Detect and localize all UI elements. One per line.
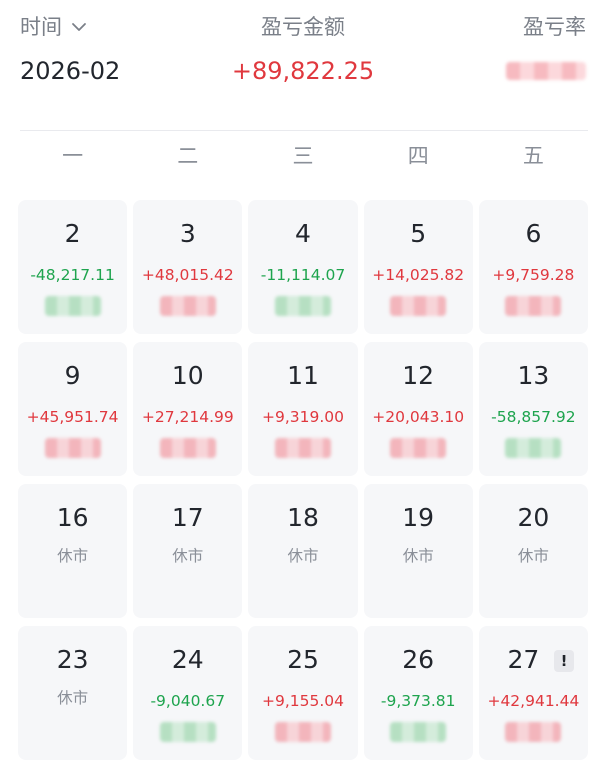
weekday-mon: 一 <box>62 144 84 168</box>
calendar-day-cell[interactable]: 24 -9,040.67 <box>133 626 243 760</box>
daily-pnl-value: +9,155.04 <box>261 692 344 710</box>
daily-rate-blurred <box>159 722 216 742</box>
warning-icon[interactable]: ! <box>553 650 574 672</box>
chevron-down-icon <box>72 23 86 31</box>
calendar-day-cell[interactable]: 2 -48,217.11 <box>18 200 128 334</box>
daily-pnl-value: -11,114.07 <box>260 266 346 284</box>
day-number: 19 <box>402 503 435 532</box>
daily-rate-blurred <box>44 438 101 458</box>
daily-pnl-value: +45,951.74 <box>26 408 119 426</box>
market-closed-label: 休市 <box>517 547 549 565</box>
day-number: 4 <box>295 219 311 248</box>
calendar-day-cell[interactable]: 23 休市 <box>18 626 128 760</box>
calendar-day-cell[interactable]: 18 休市 <box>248 484 358 618</box>
daily-pnl-value: -58,857.92 <box>491 408 576 426</box>
day-number: 3 <box>179 219 196 248</box>
day-number: 2 <box>64 219 81 248</box>
day-number: 17 <box>171 503 204 532</box>
daily-rate-blurred <box>44 296 101 316</box>
market-closed-label: 休市 <box>57 547 89 565</box>
daily-rate-blurred <box>274 296 331 316</box>
header-divider <box>20 130 588 131</box>
daily-pnl-value: +48,015.42 <box>141 266 234 284</box>
market-closed-label: 休市 <box>57 689 89 707</box>
calendar-day-cell[interactable]: 16 休市 <box>18 484 128 618</box>
daily-pnl-value: +9,319.00 <box>261 408 344 426</box>
day-number: 20 <box>517 503 550 532</box>
day-number: 6 <box>525 219 542 248</box>
calendar-day-cell[interactable]: 19 休市 <box>363 484 473 618</box>
calendar-day-cell[interactable]: 6 +9,759.28 <box>478 200 588 334</box>
day-number: 25 <box>287 645 319 674</box>
calendar-day-cell[interactable]: 13 -58,857.92 <box>478 342 588 476</box>
day-number: 10 <box>171 361 204 390</box>
calendar-day-cell[interactable]: 11 +9,319.00 <box>248 342 358 476</box>
daily-rate-blurred <box>390 296 447 316</box>
daily-pnl-value: +14,025.82 <box>372 266 465 284</box>
daily-pnl-value: -48,217.11 <box>30 266 115 284</box>
day-number: 5 <box>410 219 427 248</box>
pnl-rate-value-blurred <box>506 62 586 80</box>
day-number: 27 <box>507 645 540 674</box>
daily-rate-blurred <box>274 722 331 742</box>
weekday-header: 一 二 三 四 五 <box>18 140 588 172</box>
calendar-day-cell[interactable]: 25 +9,155.04 <box>248 626 358 760</box>
calendar-day-cell[interactable]: 20 休市 <box>478 484 588 618</box>
pnl-amount-label: 盈亏金额 <box>261 15 345 39</box>
day-number: 12 <box>402 361 435 390</box>
calendar-day-cell[interactable]: 26 -9,373.81 <box>363 626 473 760</box>
market-closed-label: 休市 <box>287 547 319 565</box>
daily-rate-blurred <box>390 722 447 742</box>
market-closed-label: 休市 <box>402 547 434 565</box>
daily-rate-blurred <box>159 296 216 316</box>
calendar-day-cell[interactable]: 10 +27,214.99 <box>133 342 243 476</box>
day-number: 18 <box>287 503 319 532</box>
calendar-day-cell[interactable]: 4 -11,114.07 <box>248 200 358 334</box>
calendar-day-cell[interactable]: 12 +20,043.10 <box>363 342 473 476</box>
daily-rate-blurred <box>505 438 562 458</box>
day-number: 24 <box>171 645 204 674</box>
calendar-day-cell[interactable]: 17 休市 <box>133 484 243 618</box>
day-number: 9 <box>64 361 81 390</box>
daily-pnl-value: +27,214.99 <box>141 408 234 426</box>
calendar-day-cell[interactable]: 3 +48,015.42 <box>133 200 243 334</box>
daily-pnl-value: +20,043.10 <box>372 408 465 426</box>
time-filter[interactable]: 时间 <box>20 12 88 42</box>
calendar-grid: 2 -48,217.11 3 +48,015.42 4 -11,114.07 5 +14,02… <box>18 200 588 760</box>
weekday-tue: 二 <box>177 144 199 168</box>
pnl-rate-label: 盈亏率 <box>523 15 586 39</box>
daily-rate-blurred <box>159 438 216 458</box>
calendar-day-cell[interactable]: 27! +42,941.44 <box>478 626 588 760</box>
daily-pnl-value: -9,040.67 <box>150 692 226 710</box>
selected-month[interactable]: 2026-02 <box>20 57 121 85</box>
daily-rate-blurred <box>505 722 562 742</box>
daily-pnl-value: -9,373.81 <box>380 692 456 710</box>
calendar-day-cell[interactable]: 5 +14,025.82 <box>363 200 473 334</box>
weekday-wed: 三 <box>292 144 314 168</box>
day-number: 13 <box>517 361 550 390</box>
market-closed-label: 休市 <box>172 547 204 565</box>
day-number: 11 <box>287 361 319 390</box>
weekday-fri: 五 <box>522 144 544 168</box>
daily-pnl-value: +9,759.28 <box>492 266 575 284</box>
daily-pnl-value: +42,941.44 <box>487 692 580 710</box>
daily-rate-blurred <box>390 438 447 458</box>
day-number: 26 <box>402 645 435 674</box>
daily-rate-blurred <box>505 296 562 316</box>
day-number: 23 <box>56 645 89 674</box>
day-number: 16 <box>56 503 89 532</box>
weekday-thu: 四 <box>407 144 429 168</box>
calendar-day-cell[interactable]: 9 +45,951.74 <box>18 342 128 476</box>
daily-rate-blurred <box>274 438 331 458</box>
time-label: 时间 <box>20 15 62 39</box>
